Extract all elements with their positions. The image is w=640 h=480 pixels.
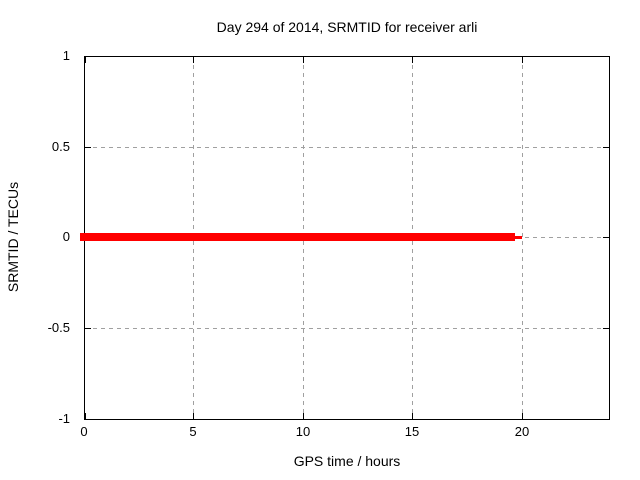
x-tick-mark-top bbox=[85, 57, 86, 63]
y-grid-line bbox=[85, 147, 609, 148]
y-grid-line bbox=[85, 328, 609, 329]
y-tick-mark-left bbox=[85, 147, 91, 148]
x-tick-mark-top bbox=[412, 57, 413, 63]
chart-title: Day 294 of 2014, SRMTID for receiver arl… bbox=[216, 19, 478, 35]
x-grid-line bbox=[522, 57, 523, 419]
y-tick-mark-right bbox=[603, 237, 609, 238]
series-line-srmtid bbox=[80, 233, 515, 241]
x-tick-label: 20 bbox=[514, 424, 530, 439]
x-tick-mark-top bbox=[522, 57, 523, 63]
x-tick-label: 10 bbox=[295, 424, 311, 439]
series-line-srmtid-tail bbox=[515, 236, 522, 239]
x-tick-label: 0 bbox=[80, 424, 88, 439]
y-tick-mark-right bbox=[603, 328, 609, 329]
y-tick-label: -1 bbox=[58, 411, 70, 426]
x-tick-mark-top bbox=[193, 57, 194, 63]
y-tick-label: 1 bbox=[62, 48, 70, 63]
x-tick-mark-bottom bbox=[85, 413, 86, 419]
x-tick-label: 5 bbox=[189, 424, 197, 439]
y-tick-mark-right bbox=[603, 147, 609, 148]
x-tick-mark-bottom bbox=[522, 413, 523, 419]
y-tick-label: 0.5 bbox=[51, 139, 70, 154]
x-tick-mark-top bbox=[303, 57, 304, 63]
x-tick-mark-bottom bbox=[303, 413, 304, 419]
y-tick-label: -0.5 bbox=[47, 320, 70, 335]
x-tick-mark-bottom bbox=[193, 413, 194, 419]
y-axis-label: SRMTID / TECUs bbox=[5, 181, 21, 293]
x-tick-label: 15 bbox=[404, 424, 420, 439]
y-tick-label: 0 bbox=[62, 229, 70, 244]
x-tick-mark-bottom bbox=[412, 413, 413, 419]
y-tick-mark-left bbox=[85, 328, 91, 329]
x-axis-label: GPS time / hours bbox=[293, 453, 401, 469]
